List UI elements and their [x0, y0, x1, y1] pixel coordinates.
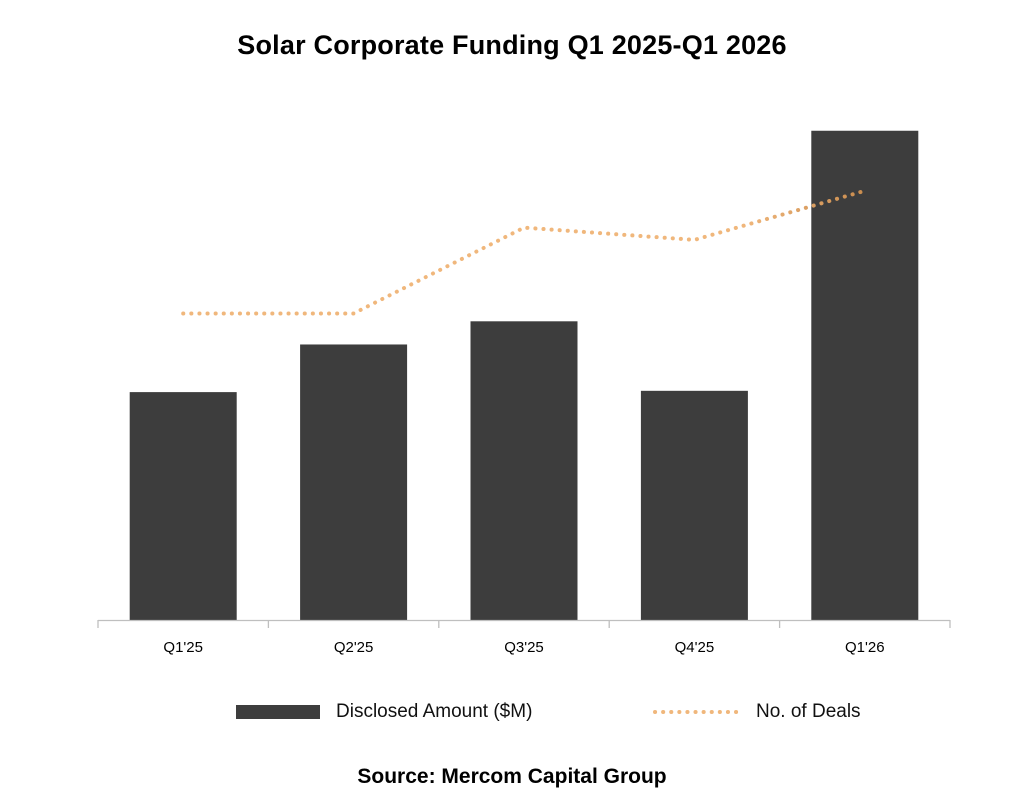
- legend-line-swatch: [653, 710, 742, 714]
- deals-line: [181, 188, 867, 316]
- legend-item-number-of-deals: No. of Deals: [652, 698, 861, 726]
- x-tick-label: Q3'25: [504, 639, 544, 656]
- legend-label-disclosed-amount: Disclosed Amount ($M): [336, 701, 533, 722]
- x-tick-label: Q4'25: [675, 639, 715, 656]
- chart-legend: Disclosed Amount ($M) No. of Deals: [0, 698, 1024, 726]
- x-tick-label: Q2'25: [334, 639, 374, 656]
- chart-plot-area: Q1'25 Q2'25 Q3'25 Q4'25 Q1'26: [97, 130, 951, 656]
- bar-q2-25: [300, 344, 408, 620]
- legend-label-number-of-deals: No. of Deals: [756, 701, 861, 722]
- legend-bar-swatch: [236, 705, 320, 719]
- source-note: Source: Mercom Capital Group: [357, 765, 667, 788]
- bar-q1-26: [811, 130, 919, 620]
- bar-q1-25: [129, 392, 237, 620]
- bar-q3-25: [470, 321, 578, 620]
- legend-item-disclosed-amount: Disclosed Amount ($M): [236, 698, 532, 726]
- x-tick-label: Q1'26: [845, 639, 885, 656]
- chart-title: Solar Corporate Funding Q1 2025-Q1 2026: [237, 30, 787, 60]
- x-tick-label: Q1'25: [163, 639, 203, 656]
- bar-q4-25: [640, 390, 748, 620]
